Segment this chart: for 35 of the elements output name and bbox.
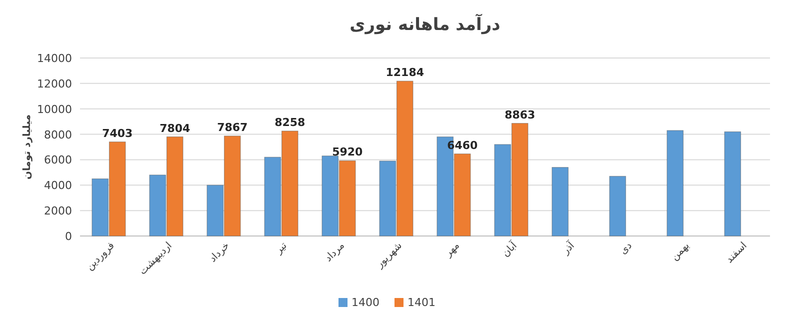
x-tick-label: مرداد [323, 240, 347, 264]
x-tick-label: بهمن [669, 240, 692, 263]
x-tick-label: دی [618, 240, 634, 257]
y-axis-title: میلیارد تومان [22, 114, 33, 180]
bar [666, 130, 684, 236]
data-label: 8258 [274, 116, 306, 130]
data-label: 12184 [386, 66, 424, 80]
x-tick-label: تیر [272, 240, 290, 257]
y-tick-label: 10000 [37, 102, 72, 116]
y-tick-label: 4000 [44, 179, 72, 192]
data-label: 5920 [332, 146, 364, 159]
bar [724, 131, 742, 236]
y-tick-label: 6000 [44, 154, 72, 167]
x-tick-label: فروردین [84, 240, 118, 273]
chart-title: درآمد ماهانه نوری [350, 13, 501, 35]
y-tick-label: 8000 [44, 128, 72, 142]
y-tick-label: 12000 [37, 77, 72, 90]
data-label: 7867 [217, 120, 248, 134]
x-tick-label: آذر [558, 238, 578, 258]
data-label: 7804 [160, 122, 191, 135]
data-label: 7403 [102, 126, 133, 140]
x-tick-label: اردیبهشت [137, 240, 174, 278]
x-tick-label: اسفند [724, 240, 750, 266]
x-tick-label: آبان [498, 238, 520, 260]
y-tick-label: 0 [65, 230, 72, 243]
bar [609, 176, 626, 236]
bar [552, 167, 569, 236]
legend-label: 1400 [352, 296, 380, 309]
x-tick-label: خرداد [208, 240, 232, 265]
y-tick-label: 14000 [37, 52, 72, 65]
x-tick-label: مهر [442, 240, 462, 260]
data-label: 8863 [504, 108, 536, 122]
x-tick-label: شهریور [374, 240, 404, 271]
y-tick-label: 2000 [44, 204, 72, 218]
legend-label: 1401 [408, 296, 436, 309]
